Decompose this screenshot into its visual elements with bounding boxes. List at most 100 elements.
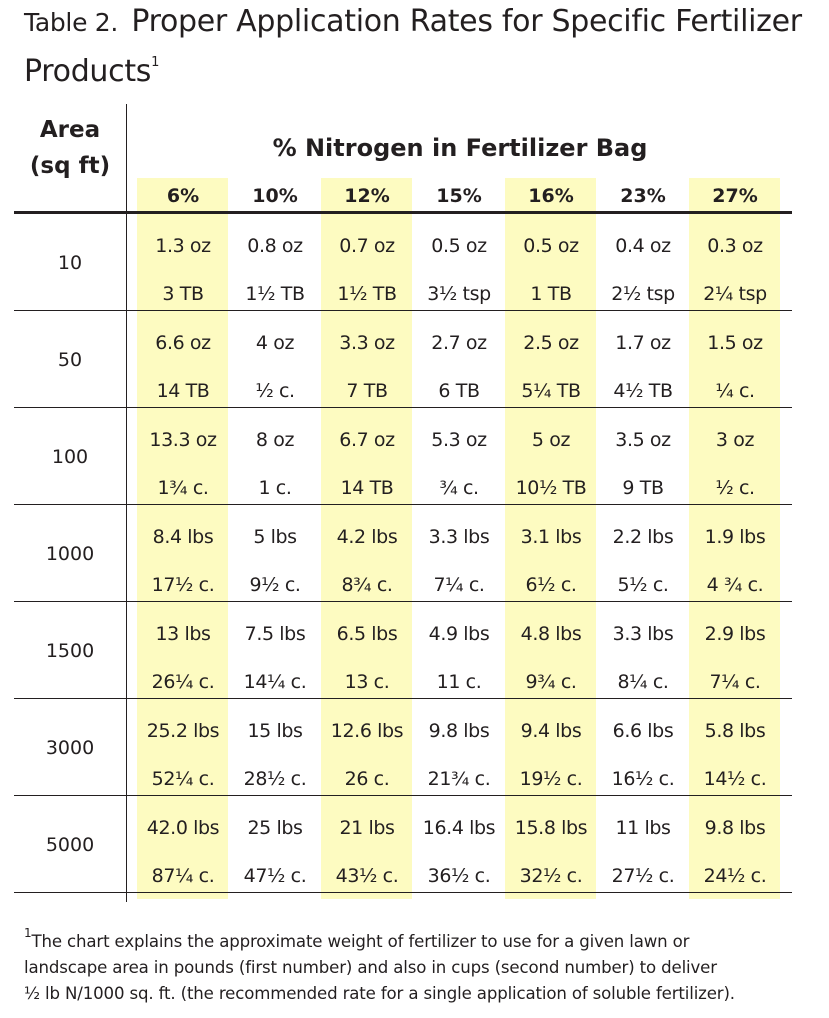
weight-cell: 3.1 lbs <box>520 526 582 548</box>
cup-cell: 5½ c. <box>617 574 669 596</box>
footnote: 1The chart explains the approximate weig… <box>24 920 824 1007</box>
weight-cell: 12.6 lbs <box>330 720 404 742</box>
column-header: 10% <box>252 185 298 207</box>
highlight-column-12pct <box>321 178 412 899</box>
highlight-column-27pct <box>689 178 780 899</box>
cup-cell: 11 c. <box>436 671 482 693</box>
table-row: 10 1.3 oz 0.8 oz 0.7 oz 0.5 oz 0.5 oz 0.4 oz 0.… <box>14 214 792 311</box>
weight-cell: 4.2 lbs <box>336 526 398 548</box>
cup-cell: 17½ c. <box>151 574 215 596</box>
weight-cell: 4.9 lbs <box>428 623 490 645</box>
weight-cell: 0.3 oz <box>707 235 763 257</box>
table-title-text: Proper Application Rates for Specific Fe… <box>24 4 802 89</box>
cup-cell: 21¾ c. <box>427 768 491 790</box>
table-number: Table 2. <box>24 8 119 37</box>
weight-cell: 3.3 oz <box>339 332 395 354</box>
weight-cell: 16.4 lbs <box>422 817 496 839</box>
weight-cell: 4 oz <box>255 332 295 354</box>
cup-cell: 10½ TB <box>515 477 587 499</box>
weight-cell: 3.3 lbs <box>428 526 490 548</box>
cup-cell: 7 TB <box>346 380 388 402</box>
column-header: 12% <box>344 185 390 207</box>
weight-cell: 8 oz <box>255 429 295 451</box>
area-cell: 10 <box>57 251 83 274</box>
area-cell: 50 <box>57 348 83 371</box>
cup-cell: 5¼ TB <box>521 380 581 402</box>
cup-cell: 9¾ c. <box>525 671 577 693</box>
weight-cell: 0.7 oz <box>339 235 395 257</box>
weight-cell: 11 lbs <box>615 817 671 839</box>
cup-cell: 3½ tsp <box>427 283 491 305</box>
weight-cell: 8.4 lbs <box>152 526 214 548</box>
weight-cell: 13 lbs <box>155 623 211 645</box>
cup-cell: 7¼ c. <box>709 671 761 693</box>
stub-header: Area (sq ft) <box>14 112 126 184</box>
cup-cell: 28½ c. <box>243 768 307 790</box>
weight-cell: 9.4 lbs <box>520 720 582 742</box>
weight-cell: 5 oz <box>531 429 571 451</box>
weight-cell: 25.2 lbs <box>146 720 220 742</box>
cup-cell: 4½ TB <box>613 380 673 402</box>
cup-cell: 14 TB <box>340 477 394 499</box>
table-title: Table 2. Proper Application Rates for Sp… <box>24 2 814 92</box>
cup-cell: 6 TB <box>438 380 480 402</box>
stub-divider <box>126 104 127 902</box>
area-cell: 1000 <box>45 542 95 565</box>
weight-cell: 5 lbs <box>253 526 297 548</box>
cup-cell: 1 c. <box>258 477 292 499</box>
cup-cell: 8¼ c. <box>617 671 669 693</box>
weight-cell: 9.8 lbs <box>704 817 766 839</box>
cup-cell: ½ c. <box>255 380 295 402</box>
column-header: 23% <box>620 185 666 207</box>
footnote-mark: 1 <box>24 926 32 940</box>
weight-cell: 5.8 lbs <box>704 720 766 742</box>
weight-cell: 6.6 lbs <box>612 720 674 742</box>
footnote-line-1: The chart explains the approximate weigh… <box>31 932 690 951</box>
area-cell: 3000 <box>45 736 95 759</box>
cup-cell: 36½ c. <box>427 865 491 887</box>
weight-cell: 6.6 oz <box>155 332 211 354</box>
weight-cell: 25 lbs <box>247 817 303 839</box>
cup-cell: 52¼ c. <box>151 768 215 790</box>
weight-cell: 13.3 oz <box>149 429 217 451</box>
cup-cell: 8¾ c. <box>341 574 393 596</box>
weight-cell: 9.8 lbs <box>428 720 490 742</box>
weight-cell: 2.2 lbs <box>612 526 674 548</box>
column-header: 6% <box>166 185 200 207</box>
cup-cell: 7¼ c. <box>433 574 485 596</box>
cup-cell: 9 TB <box>622 477 664 499</box>
cup-cell: 9½ c. <box>249 574 301 596</box>
cup-cell: 1 TB <box>530 283 572 305</box>
cup-cell: ½ c. <box>715 477 755 499</box>
cup-cell: ¾ c. <box>439 477 479 499</box>
cup-cell: 32½ c. <box>519 865 583 887</box>
weight-cell: 4.8 lbs <box>520 623 582 645</box>
area-cell: 5000 <box>45 833 95 856</box>
cup-cell: 14 TB <box>156 380 210 402</box>
area-cell: 1500 <box>45 639 95 662</box>
weight-cell: 1.5 oz <box>707 332 763 354</box>
cup-cell: 2¼ tsp <box>703 283 767 305</box>
cup-cell: 13 c. <box>344 671 390 693</box>
cup-cell: 19½ c. <box>519 768 583 790</box>
highlight-column-6pct <box>137 178 228 899</box>
footnote-line-2: landscape area in pounds (first number) … <box>24 958 717 977</box>
cup-cell: 47½ c. <box>243 865 307 887</box>
weight-cell: 5.3 oz <box>431 429 487 451</box>
cup-cell: 14½ c. <box>703 768 767 790</box>
weight-cell: 3.3 lbs <box>612 623 674 645</box>
column-header: 27% <box>712 185 758 207</box>
cup-cell: 26¼ c. <box>151 671 215 693</box>
cup-cell: 87¼ c. <box>151 865 215 887</box>
cup-cell: 1½ TB <box>337 283 397 305</box>
cup-cell: 43½ c. <box>335 865 399 887</box>
cup-cell: 3 TB <box>162 283 204 305</box>
weight-cell: 7.5 lbs <box>244 623 306 645</box>
weight-cell: 1.7 oz <box>615 332 671 354</box>
cup-cell: 6½ c. <box>525 574 577 596</box>
column-header: 16% <box>528 185 574 207</box>
table-row: 1000 8.4 lbs 5 lbs 4.2 lbs 3.3 lbs 3.1 lbs 2.2… <box>14 505 792 602</box>
weight-cell: 0.5 oz <box>431 235 487 257</box>
table-row: 1500 13 lbs 7.5 lbs 6.5 lbs 4.9 lbs 4.8 lbs 3.… <box>14 602 792 699</box>
header-rule <box>14 211 792 214</box>
